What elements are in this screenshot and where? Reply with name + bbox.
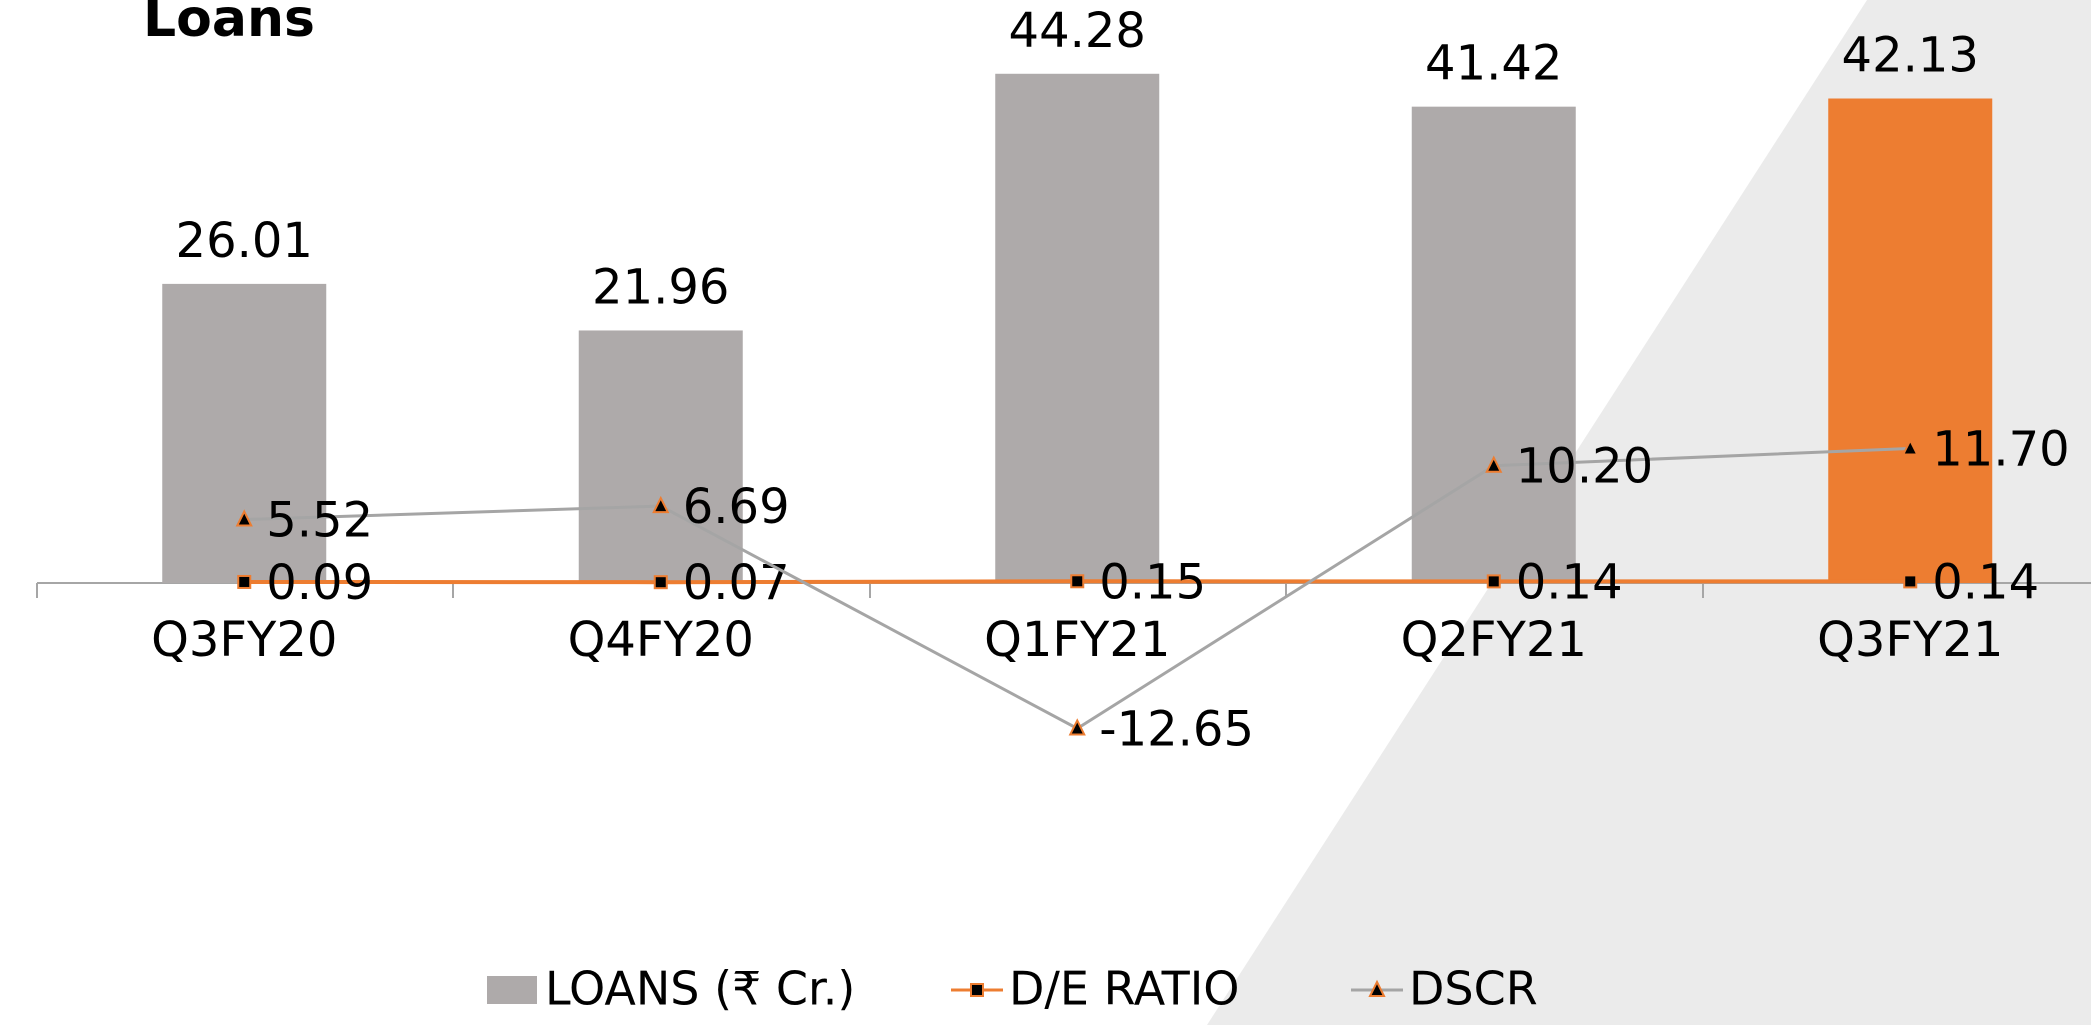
data-label: 44.28 [1009,3,1146,59]
marker [1070,574,1085,589]
x-tick-label: Q4FY20 [568,612,754,668]
data-label: 41.42 [1425,36,1562,92]
x-tick-label: Q1FY21 [984,612,1170,668]
data-label: 0.07 [683,555,790,611]
data-label: 21.96 [592,259,729,315]
data-label: 10.20 [1516,439,1653,495]
data-label: 0.15 [1099,554,1206,610]
marker [235,509,253,527]
x-tick-label: Q2FY21 [1401,612,1587,668]
marker [237,574,252,589]
data-label: 26.01 [176,213,313,269]
legend-marker [970,983,984,997]
chart-title: Loans [143,0,315,49]
bar [162,283,327,583]
data-label: 0.09 [266,555,373,611]
marker [652,495,670,514]
marker [1486,574,1501,589]
data-label: 0.14 [1516,554,1623,610]
bar [995,73,1160,583]
marker [1903,574,1918,589]
marker [1068,718,1086,736]
legend-label: D/E RATIO [1009,962,1239,1016]
legend-label: LOANS (₹ Cr.) [545,962,855,1016]
x-tick-label: Q3FY20 [151,612,337,668]
bar [1828,98,1993,583]
data-label: 6.69 [683,479,790,535]
legend-swatch [487,976,537,1004]
x-tick-label: Q3FY21 [1817,612,2003,668]
bar [578,330,743,583]
marker [653,575,668,590]
data-label: -12.65 [1099,701,1254,757]
marker [1485,455,1503,473]
bar [1411,106,1576,584]
legend-label: DSCR [1409,962,1538,1016]
data-label: 5.52 [266,493,373,549]
legend-marker [1368,979,1386,997]
data-label: 42.13 [1842,28,1979,84]
data-label: 11.70 [1932,421,2069,477]
marker [1901,438,1919,456]
data-label: 0.14 [1932,554,2039,610]
